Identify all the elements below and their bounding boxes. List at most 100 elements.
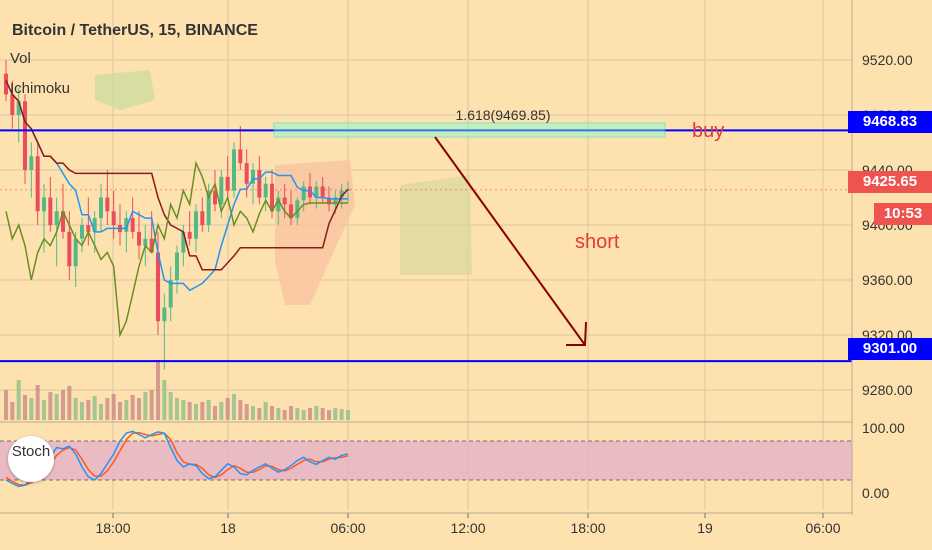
candle-body bbox=[289, 204, 293, 219]
volume-bar bbox=[219, 402, 224, 420]
stoch-band bbox=[0, 441, 852, 480]
short-label: short bbox=[575, 231, 620, 253]
ichimoku-cloud-bear bbox=[275, 160, 355, 305]
x-tick-label: 18:00 bbox=[95, 520, 130, 536]
x-tick-label: 18:00 bbox=[570, 520, 605, 536]
short-arrow bbox=[434, 136, 586, 346]
volume-bar bbox=[282, 410, 287, 420]
volume-bar bbox=[289, 406, 293, 420]
candle-body bbox=[67, 231, 72, 267]
short-arrow-head bbox=[566, 321, 587, 346]
volume-bar bbox=[35, 385, 40, 420]
candle-body bbox=[194, 211, 198, 239]
candle-body bbox=[175, 252, 179, 280]
volume-bar bbox=[333, 408, 338, 420]
candle-body bbox=[295, 200, 300, 219]
stoch-indicator-badge[interactable]: Stoch bbox=[8, 436, 54, 482]
candle-body bbox=[23, 101, 27, 170]
x-tick-label: 18 bbox=[220, 520, 236, 536]
candle-body bbox=[80, 225, 84, 239]
volume-bar bbox=[80, 402, 84, 420]
candle-body bbox=[137, 231, 141, 246]
volume-bar bbox=[4, 390, 8, 420]
candle-body bbox=[308, 186, 312, 198]
volume-bar bbox=[308, 408, 312, 420]
chart-title: Bitcoin / TetherUS, 15, BINANCE bbox=[12, 22, 258, 39]
candle-body bbox=[225, 176, 230, 191]
volume-bar bbox=[156, 360, 160, 420]
candle-body bbox=[162, 307, 167, 322]
volume-bar bbox=[86, 400, 91, 420]
volume-bar bbox=[92, 396, 97, 420]
candle-body bbox=[16, 101, 21, 115]
candle-body bbox=[206, 190, 211, 225]
y-tick-label: 9280.00 bbox=[862, 382, 913, 398]
volume-bar bbox=[54, 394, 59, 420]
candle-body bbox=[187, 231, 192, 239]
candle-body bbox=[86, 225, 91, 232]
candle-body bbox=[168, 280, 173, 308]
candle-body bbox=[29, 156, 34, 170]
volume-bar bbox=[175, 398, 179, 420]
volume-bar bbox=[48, 392, 53, 420]
candle-body bbox=[10, 94, 15, 115]
x-tick-label: 19 bbox=[697, 520, 713, 536]
candle-body bbox=[327, 197, 331, 205]
volume-bar bbox=[162, 380, 167, 420]
candle-body bbox=[251, 170, 255, 184]
volume-bar bbox=[238, 400, 243, 420]
candle-body bbox=[92, 218, 97, 232]
indicator-vol-label[interactable]: Vol bbox=[10, 50, 31, 67]
candle-body bbox=[130, 218, 135, 232]
fib-extension-box bbox=[273, 122, 666, 138]
candle-body bbox=[301, 186, 306, 201]
volume-bar bbox=[67, 386, 72, 420]
volume-bar bbox=[295, 408, 300, 420]
candle-body bbox=[35, 156, 40, 212]
volume-bar bbox=[276, 408, 281, 420]
volume-bar bbox=[29, 398, 34, 420]
candle-body bbox=[232, 149, 236, 191]
volume-bar bbox=[244, 404, 249, 420]
candle-body bbox=[143, 238, 148, 246]
volume-bar bbox=[61, 390, 65, 420]
volume-bar bbox=[314, 406, 319, 420]
volume-bar bbox=[232, 394, 236, 420]
volume-bar bbox=[346, 410, 350, 420]
ichimoku-tenkan-line bbox=[5, 80, 348, 292]
volume-bar bbox=[194, 404, 198, 420]
candle-body bbox=[314, 186, 319, 198]
volume-bar bbox=[301, 410, 306, 420]
stoch-tick-label: 0.00 bbox=[862, 485, 889, 501]
candle-body bbox=[339, 190, 344, 198]
candle-body bbox=[244, 163, 249, 184]
volume-bar bbox=[168, 392, 173, 420]
stoch-k-line bbox=[5, 430, 349, 488]
volume-bar bbox=[42, 400, 46, 420]
candle-body bbox=[282, 197, 287, 205]
volume-bar bbox=[130, 395, 135, 420]
volume-bar bbox=[187, 402, 192, 420]
volume-bar bbox=[213, 406, 217, 420]
volume-bar bbox=[206, 400, 211, 420]
volume-bar bbox=[257, 408, 262, 420]
x-tick-label: 06:00 bbox=[805, 520, 840, 536]
buy-label: buy bbox=[692, 120, 724, 142]
candle-body bbox=[105, 197, 110, 212]
volume-bar bbox=[263, 402, 268, 420]
candle-body bbox=[48, 197, 53, 225]
candle-body bbox=[263, 183, 268, 198]
ichimoku-cloud-bull bbox=[95, 70, 155, 110]
candle-body bbox=[156, 252, 160, 322]
candle-body bbox=[333, 197, 338, 205]
y-tick-label: 9520.00 bbox=[862, 52, 913, 68]
price-tag-upper-line: 9468.83 bbox=[848, 111, 932, 133]
candle-body bbox=[54, 211, 59, 225]
indicator-ichimoku-label[interactable]: Ichimoku bbox=[10, 80, 71, 97]
candle-body bbox=[257, 170, 262, 198]
candle-body bbox=[111, 211, 116, 225]
volume-bar bbox=[111, 394, 116, 420]
candle-body bbox=[99, 197, 103, 219]
